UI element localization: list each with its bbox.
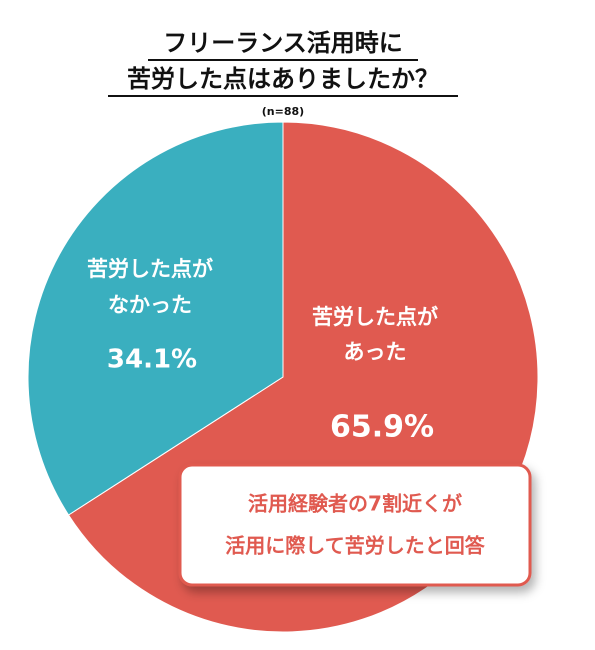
chart-title: 苦労した点はありましたか？ (127, 65, 439, 93)
value-label: 65.9% (330, 410, 434, 445)
chart-subtitle: (n=88) (262, 105, 304, 118)
annotation: 活用に際して苦労したと回答 (225, 534, 485, 558)
annotation-box (178, 463, 532, 587)
slice-label: 苦労した点が (312, 305, 438, 329)
slice-label: なかった (108, 293, 192, 317)
value-label: 34.1% (107, 345, 197, 375)
pie-slice (27, 121, 284, 516)
slice-label: あった (344, 340, 407, 364)
slice-label: 苦労した点が (87, 257, 213, 281)
chart-title: フリーランス活用時に (163, 29, 403, 57)
annotation: 活用経験者の7割近くが (248, 492, 462, 516)
